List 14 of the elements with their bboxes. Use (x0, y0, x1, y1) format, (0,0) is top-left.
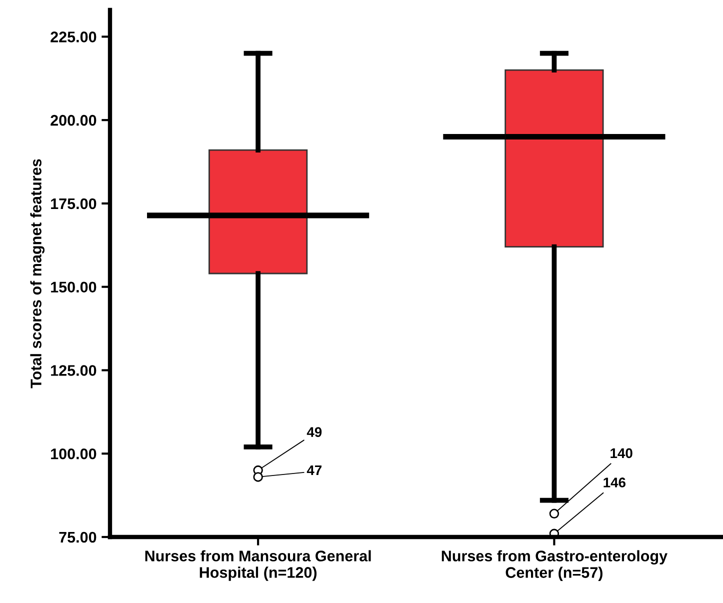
annotation: 146 (604, 478, 626, 488)
y-tick-label: 225.00 (50, 32, 96, 42)
y-tick-label: 125.00 (51, 365, 96, 376)
y-tick-label: 175.00 (51, 198, 96, 210)
annotation: 49 (306, 427, 322, 437)
y-tick-label: 150.00 (51, 282, 96, 293)
y-axis-title: Total scores of magnet features (30, 159, 45, 388)
y-tick-label: 75.00 (59, 532, 96, 543)
x-tick-label: Nurses from Mansoura General Hospital (n=120) (145, 550, 371, 581)
y-tick-label: 100.00 (51, 448, 96, 460)
y-tick-label: 200.00 (50, 114, 96, 126)
x-tick-label: Nurses from Gastro-enterology Center (n=57) (442, 550, 668, 581)
annotation: 140 (610, 448, 632, 458)
annotation: 47 (306, 465, 322, 475)
